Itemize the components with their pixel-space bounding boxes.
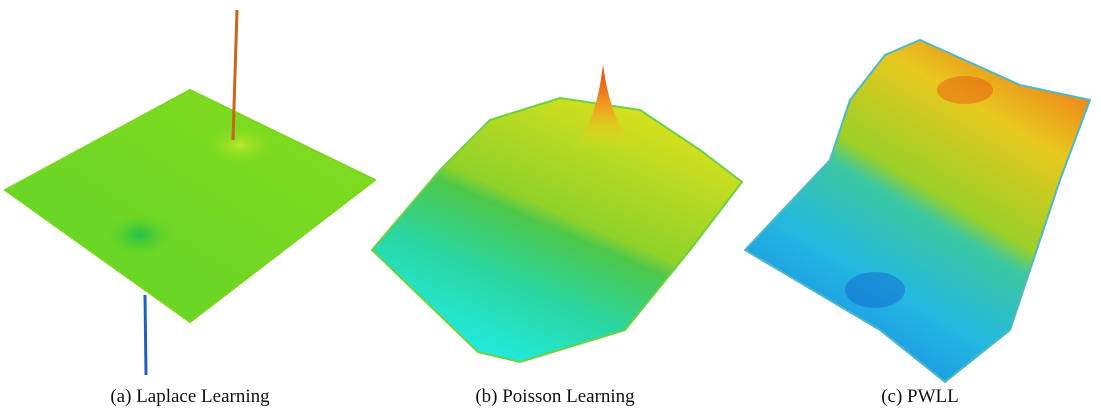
caption: (c) PWLL [881, 386, 959, 407]
bump [205, 125, 275, 165]
dip [937, 76, 993, 104]
surface [743, 38, 1092, 384]
panel-poisson: (b) Poisson Learning [370, 65, 744, 407]
panel-pwll: (c) PWLL [743, 38, 1092, 407]
spike-down [143, 294, 148, 376]
spike-up [231, 9, 239, 141]
dip [845, 272, 905, 308]
dip [105, 213, 175, 257]
caption: (b) Poisson Learning [475, 386, 635, 407]
surface [3, 88, 377, 324]
peak [570, 65, 640, 150]
panel-laplace: (a) Laplace Learning [3, 9, 377, 407]
surface [370, 96, 744, 364]
caption: (a) Laplace Learning [110, 386, 270, 407]
